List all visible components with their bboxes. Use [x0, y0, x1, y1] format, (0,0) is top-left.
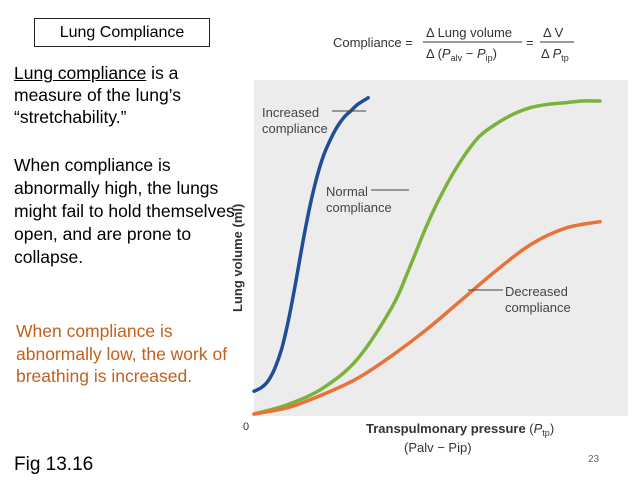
paragraph-low-compliance: When compliance is abnormally low, the w…: [16, 321, 228, 386]
series-label-3: Decreased compliance: [505, 284, 571, 315]
series-line-1: [252, 96, 370, 393]
series-layer: [252, 96, 602, 416]
den1-p2: P: [477, 46, 486, 61]
page-number: 23: [588, 454, 600, 465]
formula-equals-2: =: [526, 35, 534, 50]
term-lung-compliance: Lung compliance: [14, 63, 147, 83]
series-label-1: Increased compliance: [262, 105, 328, 136]
formula-denominator-1: Δ (Palv − Pip): [426, 46, 497, 63]
den2-prefix: Δ: [541, 46, 553, 61]
formula-lhs: Compliance =: [333, 35, 413, 50]
definition-text: is a measure of the lung’s “stretchabili…: [14, 63, 182, 127]
paragraph-high-compliance: When compliance is abnormally high, the …: [14, 155, 235, 267]
x-axis-label-close: ): [550, 421, 554, 436]
x-axis-label-p: P: [534, 421, 543, 436]
series-label-1-line-2: compliance: [262, 121, 328, 136]
den1-suffix: ): [493, 46, 497, 61]
y-axis-label: Lung volume (ml): [230, 204, 245, 312]
series-label-3-line-2: compliance: [505, 300, 571, 315]
den1-prefix: Δ (: [426, 46, 443, 61]
den1-s2: ip: [486, 53, 493, 63]
den2-s: tp: [561, 53, 569, 63]
series-label-2-line-1: Normal: [326, 184, 368, 199]
den1-s1: alv: [451, 53, 463, 63]
x-axis-label-line2: (Palv − Pip): [404, 440, 472, 455]
series-line-2: [252, 99, 602, 416]
den2-p: P: [553, 46, 562, 61]
x-axis-label-open: (: [526, 421, 535, 436]
x-axis-label-text: Transpulmonary pressure: [366, 421, 526, 436]
x-axis-label-sub: tp: [542, 428, 550, 438]
x-origin-label: 0: [243, 421, 249, 433]
figure-label: Fig 13.16: [14, 454, 94, 475]
plot-background: [254, 80, 628, 416]
series-label-1-line-1: Increased: [262, 105, 319, 120]
compliance-formula: Compliance = Δ Lung volume Δ (Palv − Pip…: [333, 25, 574, 63]
x-axis-label: Transpulmonary pressure (Ptp): [366, 421, 554, 438]
formula-numerator-1: Δ Lung volume: [426, 25, 512, 40]
series-label-2: Normal compliance: [326, 184, 392, 215]
series-label-3-line-1: Decreased: [505, 284, 568, 299]
series-line-3: [252, 219, 602, 416]
formula-denominator-2: Δ Ptp: [541, 46, 569, 63]
series-label-2-line-2: compliance: [326, 200, 392, 215]
den1-p1: P: [442, 46, 451, 61]
paragraph-definition: Lung compliance is a measure of the lung…: [14, 62, 234, 128]
formula-numerator-2: Δ V: [543, 25, 564, 40]
slide-title: Lung Compliance: [34, 18, 210, 47]
den1-mid: −: [462, 46, 477, 61]
